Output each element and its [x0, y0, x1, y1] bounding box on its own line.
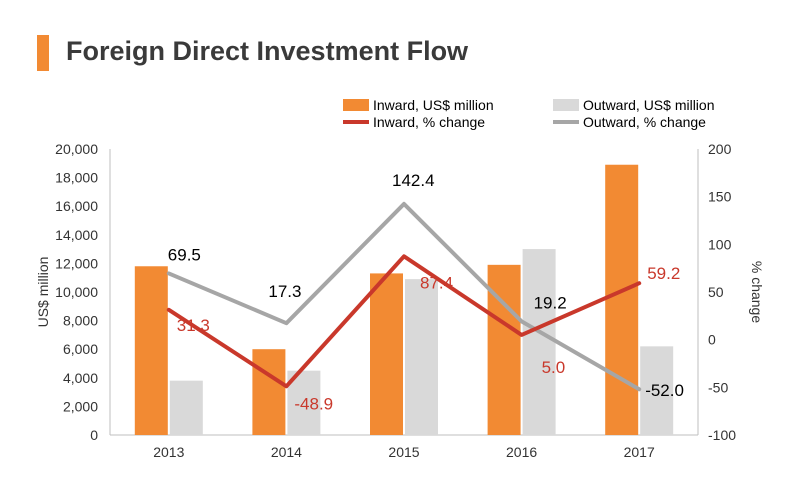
y2-tick-label: 200: [708, 141, 732, 157]
y2-tick-label: 150: [708, 189, 732, 205]
y-tick-label: 4,000: [63, 370, 98, 386]
y-tick-label: 12,000: [55, 255, 98, 271]
inward-pct-label: 31.3: [177, 316, 210, 335]
y2-tick-label: -100: [708, 427, 736, 443]
legend-swatch: [553, 99, 579, 111]
x-tick-label: 2015: [388, 444, 419, 460]
y2-tick-label: 100: [708, 236, 732, 252]
outward-pct-label: 142.4: [392, 171, 435, 190]
outward-pct-label: 19.2: [534, 293, 567, 312]
outward-pct-line: [166, 201, 642, 392]
outward-bar: [640, 346, 674, 435]
y-tick-label: 18,000: [55, 170, 98, 186]
inward-pct-label: 5.0: [542, 358, 566, 377]
legend-label: Inward, US$ million: [373, 97, 494, 113]
y2-tick-label: 0: [708, 332, 716, 348]
inward-bar: [134, 266, 168, 435]
y-tick-label: 0: [90, 427, 98, 443]
x-tick-label: 2017: [624, 444, 655, 460]
x-tick-label: 2014: [271, 444, 302, 460]
y-tick-label: 16,000: [55, 198, 98, 214]
outward-bar: [405, 279, 438, 435]
y-tick-label: 10,000: [55, 284, 98, 300]
inward-bar: [370, 273, 403, 435]
legend-swatch: [343, 99, 369, 111]
inward-pct-label: 59.2: [647, 264, 680, 283]
y2-tick-label: 50: [708, 284, 724, 300]
y-tick-label: 6,000: [63, 341, 98, 357]
legend-label: Inward, % change: [373, 114, 485, 130]
title-accent-bar: [37, 35, 49, 71]
inward-pct-label: -48.9: [294, 394, 333, 413]
outward-bar: [522, 249, 556, 435]
inward-pct-line: [166, 254, 642, 389]
outward-bar: [169, 380, 203, 435]
legend-label: Outward, US$ million: [583, 97, 715, 113]
y-tick-label: 20,000: [55, 141, 98, 157]
y-tick-label: 2,000: [63, 398, 98, 414]
chart-title: Foreign Direct Investment Flow: [66, 36, 469, 66]
y2-axis-title: % change: [749, 261, 765, 323]
inward-pct-label: 87.4: [420, 273, 453, 292]
outward-pct-label: -52.0: [645, 381, 684, 400]
y2-tick-label: -50: [708, 379, 728, 395]
outward-pct-label: 69.5: [168, 245, 201, 264]
y-tick-label: 14,000: [55, 227, 98, 243]
outward-pct-label: 17.3: [268, 282, 301, 301]
x-tick-label: 2016: [506, 444, 537, 460]
x-tick-label: 2013: [153, 444, 184, 460]
inward-bar: [605, 164, 639, 436]
y-tick-label: 8,000: [63, 313, 98, 329]
y-axis-title: US$ million: [35, 257, 51, 328]
legend-label: Outward, % change: [583, 114, 706, 130]
inward-bar: [252, 349, 286, 435]
